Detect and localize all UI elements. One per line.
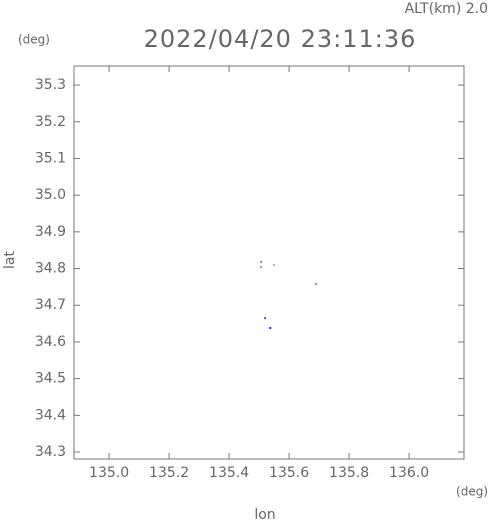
y-tick-label: 34.8: [35, 261, 66, 277]
y-unit: (deg): [18, 33, 50, 47]
point: [315, 282, 318, 285]
plot-frame: [73, 65, 465, 460]
x-tick-label: 135.4: [209, 465, 249, 481]
x-unit: (deg): [456, 485, 488, 499]
y-axis-label: lat: [2, 251, 18, 269]
point: [260, 266, 263, 269]
x-tick-label: 135.8: [329, 465, 369, 481]
point: [264, 317, 267, 320]
x-tick-label: 135.2: [149, 465, 189, 481]
y-tick-label: 35.0: [35, 187, 66, 203]
y-tick-label: 34.7: [35, 297, 66, 313]
y-tick-label: 34.3: [35, 444, 66, 460]
y-tick-label: 34.5: [35, 371, 66, 387]
point: [260, 260, 263, 263]
x-axis-label: lon: [254, 507, 275, 521]
y-tick-label: 35.1: [35, 150, 66, 166]
y-tick-label: 35.2: [35, 114, 66, 130]
y-tick-label: 34.4: [35, 407, 66, 423]
point: [269, 327, 272, 329]
y-tick-label: 35.3: [35, 77, 66, 93]
point: [273, 263, 276, 266]
altitude-annotation: ALT(km) 2.0: [405, 1, 488, 17]
y-tick-label: 34.6: [35, 334, 66, 350]
x-tick-label: 135.6: [269, 465, 309, 481]
x-tick-label: 136.0: [389, 465, 429, 481]
y-tick-label: 34.9: [35, 224, 66, 240]
chart-title: 2022/04/20 23:11:36: [144, 25, 417, 53]
x-tick-label: 135.0: [89, 465, 129, 481]
